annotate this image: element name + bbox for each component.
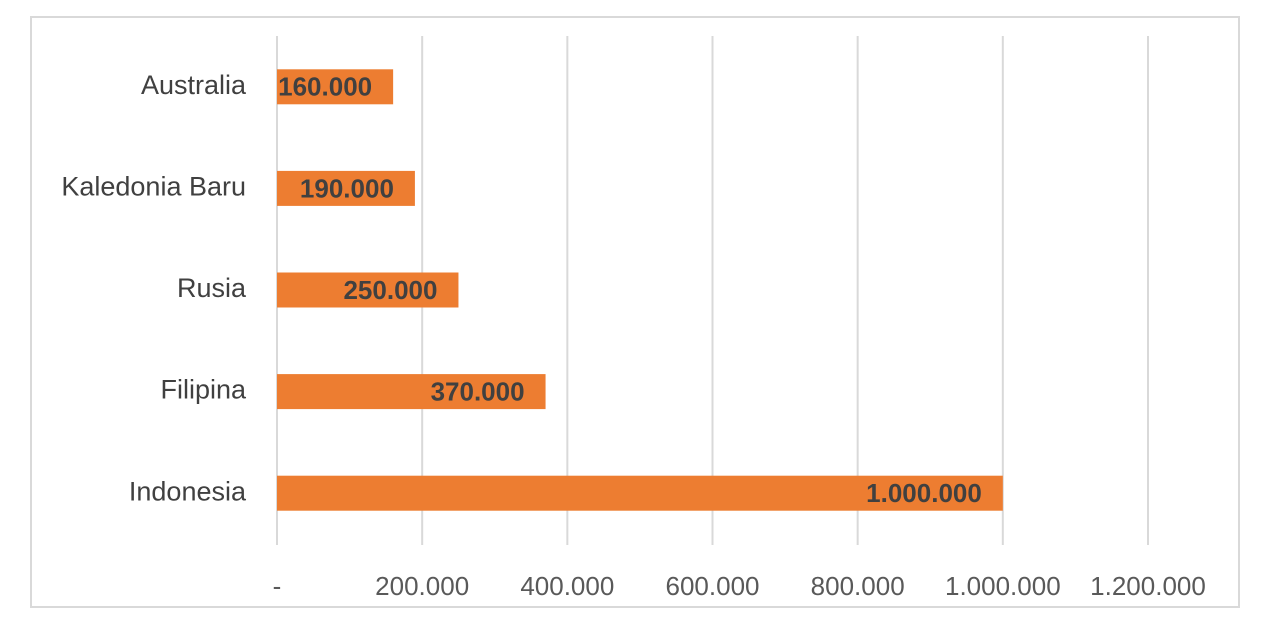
data-labels: 160.000 190.000 250.000 370.000 1.000.000 xyxy=(278,72,982,508)
category-label-2: Rusia xyxy=(177,273,247,303)
gridlines xyxy=(276,36,1149,545)
category-label-1: Kaledonia Baru xyxy=(61,172,246,202)
x-tick-label-5: 1.000.000 xyxy=(945,571,1061,601)
bar-1 xyxy=(277,170,415,206)
category-labels: Australia Kaledonia Baru Rusia Filipina Indo… xyxy=(61,70,247,506)
data-label-2: 250.000 xyxy=(343,275,437,305)
x-tick-label-1: 200.000 xyxy=(375,571,469,601)
x-tick-label-4: 800.000 xyxy=(811,571,905,601)
data-label-0: 160.000 xyxy=(278,72,372,102)
data-label-1: 190.000 xyxy=(300,173,394,203)
data-label-4: 1.000.000 xyxy=(866,478,982,508)
bar-4 xyxy=(277,475,1003,511)
bar-2 xyxy=(277,272,459,308)
bar-3 xyxy=(277,374,546,410)
x-tick-label-0: - xyxy=(273,571,282,601)
x-tick-label-6: 1.200.000 xyxy=(1090,571,1206,601)
category-label-4: Indonesia xyxy=(129,476,247,506)
category-label-0: Australia xyxy=(141,70,247,100)
bar-0 xyxy=(277,69,394,105)
bars xyxy=(277,69,1003,511)
x-tick-label-2: 400.000 xyxy=(520,571,614,601)
category-label-3: Filipina xyxy=(160,375,247,405)
x-tick-label-3: 600.000 xyxy=(666,571,760,601)
data-label-3: 370.000 xyxy=(431,376,525,406)
x-axis-tick-labels: - 200.000 400.000 600.000 800.000 1.000.000 1.… xyxy=(273,571,1206,601)
